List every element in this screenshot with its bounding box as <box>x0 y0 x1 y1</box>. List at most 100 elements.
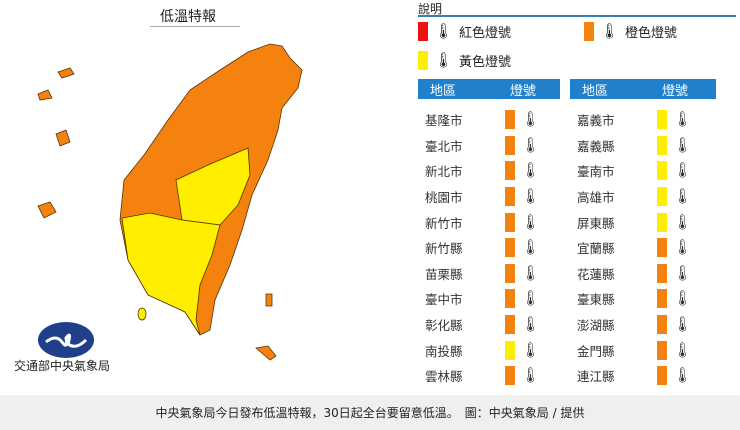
region-name: 桃園市 <box>425 190 463 206</box>
legend-label: 黃色燈號 <box>459 55 512 70</box>
thermometer-icon: 🌡 <box>521 187 541 206</box>
table-row: 嘉義市 🌡 <box>570 107 692 133</box>
thermometer-icon: 🌡 <box>673 161 693 180</box>
map-region-south-yellow <box>121 212 221 336</box>
thermometer-icon: 🌡 <box>521 110 541 129</box>
region-name: 宜蘭縣 <box>577 241 615 257</box>
table-row: 基隆市 🌡 <box>418 107 540 133</box>
table-row: 新竹縣 🌡 <box>418 235 540 261</box>
table-row: 雲林縣 🌡 <box>418 363 540 389</box>
signal-swatch <box>505 289 515 309</box>
table-row: 金門縣 🌡 <box>570 337 692 363</box>
signal-swatch <box>505 263 515 283</box>
region-name: 嘉義市 <box>577 113 615 129</box>
map-title: 低溫特報 <box>160 9 216 25</box>
table-header-right: 地區 燈號 <box>570 79 716 99</box>
thermometer-icon: 🌡 <box>521 212 541 231</box>
thermometer-icon: 🌡 <box>521 315 541 334</box>
map-island-matsu <box>57 67 75 79</box>
region-name: 澎湖縣 <box>577 318 615 334</box>
thermometer-icon: 🌡 <box>673 187 693 206</box>
legend-divider <box>418 15 736 17</box>
table-left: 基隆市 🌡 臺北市 🌡 新北市 🌡 桃園市 🌡 新竹市 🌡 新竹縣 🌡 苗栗縣 🌡 臺中市 🌡 彰化縣 🌡 南投縣 🌡… <box>418 107 540 389</box>
table-row: 新竹市 🌡 <box>418 209 540 235</box>
thermometer-icon: 🌡 <box>434 51 454 69</box>
map-island-penghu <box>55 129 71 147</box>
signal-swatch <box>657 263 667 283</box>
thermometer-icon: 🌡 <box>521 366 541 385</box>
thermometer-icon: 🌡 <box>673 289 693 308</box>
thermometer-icon: 🌡 <box>521 135 541 154</box>
region-name: 高雄市 <box>577 190 615 206</box>
signal-swatch <box>505 315 515 335</box>
thermometer-icon: 🌡 <box>600 22 620 40</box>
legend-item-red: 🌡 紅色燈號 <box>418 22 511 41</box>
signal-swatch <box>505 366 515 386</box>
thermometer-icon: 🌡 <box>434 22 454 40</box>
table-row: 臺南市 🌡 <box>570 158 692 184</box>
thermometer-icon: 🌡 <box>673 238 693 257</box>
signal-swatch <box>657 212 667 232</box>
map-island-liuqiu <box>137 307 147 321</box>
thermometer-icon: 🌡 <box>521 161 541 180</box>
table-row: 新北市 🌡 <box>418 158 540 184</box>
signal-swatch <box>505 340 515 360</box>
map-island-kinmen <box>37 201 57 219</box>
signal-swatch <box>657 340 667 360</box>
yellow-swatch <box>418 51 428 70</box>
table-row: 苗栗縣 🌡 <box>418 261 540 287</box>
table-row: 南投縣 🌡 <box>418 337 540 363</box>
table-row: 宜蘭縣 🌡 <box>570 235 692 261</box>
signal-swatch <box>657 110 667 130</box>
table-row: 臺北市 🌡 <box>418 133 540 159</box>
title-divider <box>150 26 240 27</box>
signal-swatch <box>505 110 515 130</box>
table-row: 桃園市 🌡 <box>418 184 540 210</box>
signal-swatch <box>657 366 667 386</box>
signal-swatch <box>657 187 667 207</box>
region-name: 屏東縣 <box>577 215 615 231</box>
thermometer-icon: 🌡 <box>521 263 541 282</box>
signal-swatch <box>657 135 667 155</box>
legend-item-orange: 🌡 橙色燈號 <box>584 22 677 41</box>
legend-label: 橙色燈號 <box>625 26 678 41</box>
map-island-orchid <box>255 345 277 361</box>
region-name: 基隆市 <box>425 113 463 129</box>
map-island-green <box>265 293 273 307</box>
region-name: 臺北市 <box>425 138 463 154</box>
table-row: 連江縣 🌡 <box>570 363 692 389</box>
taiwan-map <box>37 43 303 361</box>
signal-swatch <box>657 238 667 258</box>
signal-swatch <box>657 289 667 309</box>
region-name: 新竹市 <box>425 215 463 231</box>
map-island-matsu-2 <box>37 89 53 101</box>
thermometer-icon: 🌡 <box>521 340 541 359</box>
legend-item-yellow: 🌡 黃色燈號 <box>418 51 511 70</box>
signal-swatch <box>505 135 515 155</box>
region-name: 新竹縣 <box>425 241 463 257</box>
signal-swatch <box>505 187 515 207</box>
signal-swatch <box>505 238 515 258</box>
header-region: 地區 <box>430 83 457 99</box>
table-row: 花蓮縣 🌡 <box>570 261 692 287</box>
region-name: 花蓮縣 <box>577 266 615 282</box>
thermometer-icon: 🌡 <box>521 238 541 257</box>
header-region: 地區 <box>582 83 609 99</box>
agency-name: 交通部中央氣象局 <box>14 359 111 373</box>
region-name: 金門縣 <box>577 343 615 359</box>
table-header-left: 地區 燈號 <box>418 79 560 99</box>
signal-swatch <box>657 315 667 335</box>
region-name: 臺東縣 <box>577 292 615 308</box>
table-row: 高雄市 🌡 <box>570 184 692 210</box>
region-name: 嘉義縣 <box>577 138 615 154</box>
signal-swatch <box>505 161 515 181</box>
table-row: 屏東縣 🌡 <box>570 209 692 235</box>
thermometer-icon: 🌡 <box>673 315 693 334</box>
region-name: 連江縣 <box>577 369 615 385</box>
thermometer-icon: 🌡 <box>673 366 693 385</box>
region-name: 臺中市 <box>425 292 463 308</box>
cwb-logo <box>38 322 94 358</box>
table-row: 彰化縣 🌡 <box>418 312 540 338</box>
header-signal: 燈號 <box>510 83 537 99</box>
signal-swatch <box>505 212 515 232</box>
